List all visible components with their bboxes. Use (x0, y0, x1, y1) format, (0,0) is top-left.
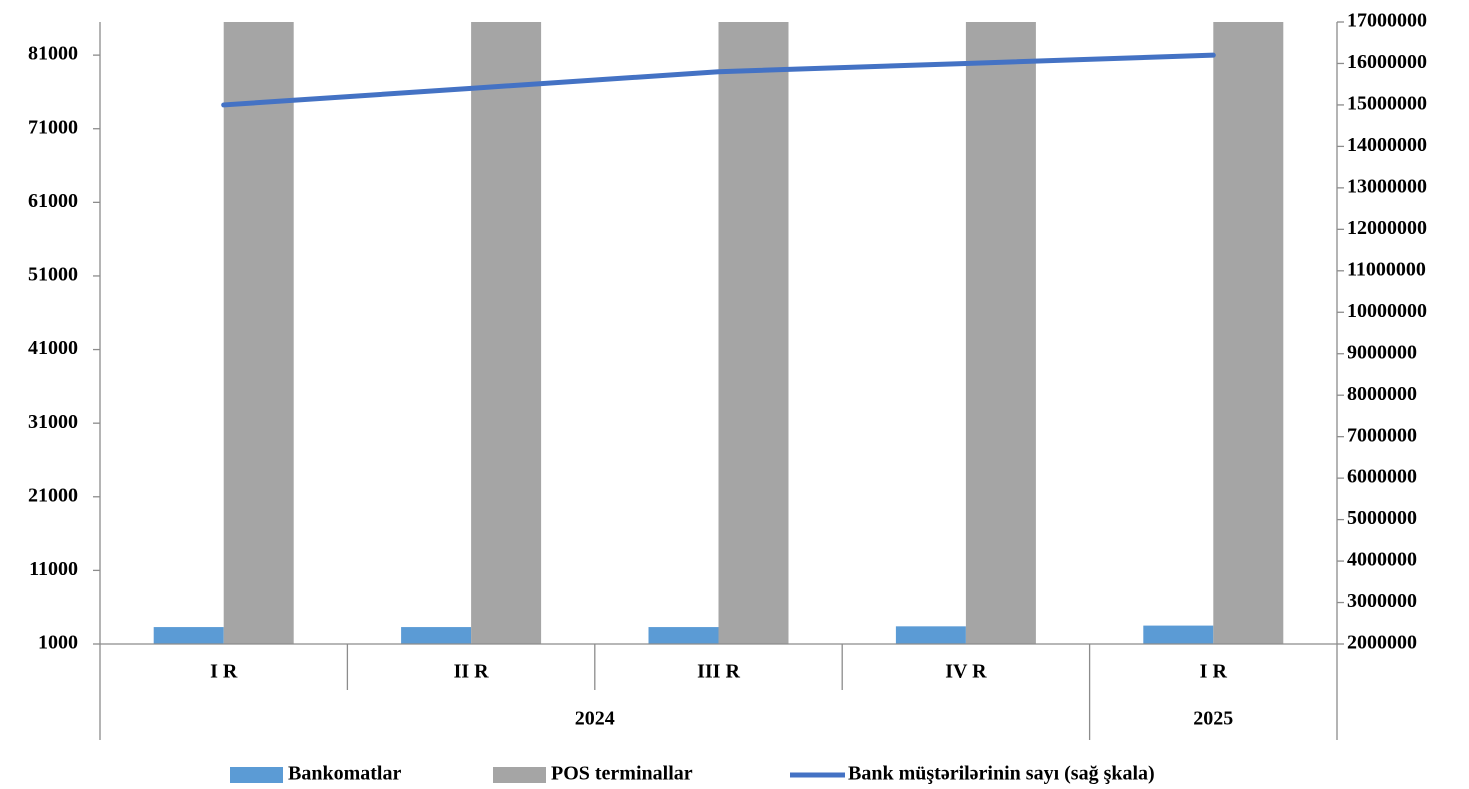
y2-tick-label: 2000000 (1347, 632, 1417, 654)
legend-label: POS terminallar (551, 763, 693, 785)
y2-tick-label: 15000000 (1347, 93, 1427, 115)
x-tick-label: II R (454, 661, 490, 683)
x-tick-label: IV R (945, 661, 987, 683)
legend-swatch (230, 767, 283, 783)
y-tick-label: 1000 (38, 632, 78, 654)
y-tick-label: 21000 (28, 484, 78, 506)
y2-tick-label: 11000000 (1347, 258, 1426, 280)
bar (401, 627, 472, 644)
bar (965, 22, 1036, 644)
y-tick-label: 11000 (29, 558, 78, 580)
y2-tick-label: 14000000 (1347, 134, 1427, 156)
bar (153, 627, 224, 644)
x-tick-label: I R (1200, 661, 1228, 683)
bar (1213, 22, 1284, 644)
x-group-label: 2025 (1193, 708, 1233, 730)
y2-tick-label: 8000000 (1347, 383, 1417, 405)
legend-label: Bank müştərilərinin sayı (sağ şkala) (848, 763, 1155, 785)
legend-swatch (493, 767, 546, 783)
x-tick-label: III R (697, 661, 740, 683)
bar (1143, 625, 1214, 644)
y-tick-label: 61000 (28, 190, 78, 212)
y2-tick-label: 17000000 (1347, 10, 1427, 32)
legend-label: Bankomatlar (288, 763, 401, 785)
bar (648, 627, 719, 644)
y-tick-label: 51000 (28, 264, 78, 286)
y-tick-label: 41000 (28, 337, 78, 359)
y-tick-label: 81000 (28, 43, 78, 65)
y2-tick-label: 4000000 (1347, 549, 1417, 571)
y-tick-label: 71000 (28, 116, 78, 138)
y2-tick-label: 9000000 (1347, 341, 1417, 363)
y2-tick-label: 16000000 (1347, 51, 1427, 73)
y2-tick-label: 6000000 (1347, 466, 1417, 488)
y2-tick-label: 3000000 (1347, 590, 1417, 612)
bar (471, 22, 542, 644)
y-tick-label: 31000 (28, 411, 78, 433)
y2-tick-label: 13000000 (1347, 175, 1427, 197)
bar (718, 22, 789, 644)
bar (895, 626, 966, 644)
y2-tick-label: 10000000 (1347, 300, 1427, 322)
line (221, 52, 1216, 108)
bar (223, 22, 294, 644)
y2-tick-label: 5000000 (1347, 507, 1417, 529)
x-group-label: 2024 (575, 708, 615, 730)
y2-tick-label: 12000000 (1347, 217, 1427, 239)
x-tick-label: I R (210, 661, 238, 683)
y2-tick-label: 7000000 (1347, 424, 1417, 446)
